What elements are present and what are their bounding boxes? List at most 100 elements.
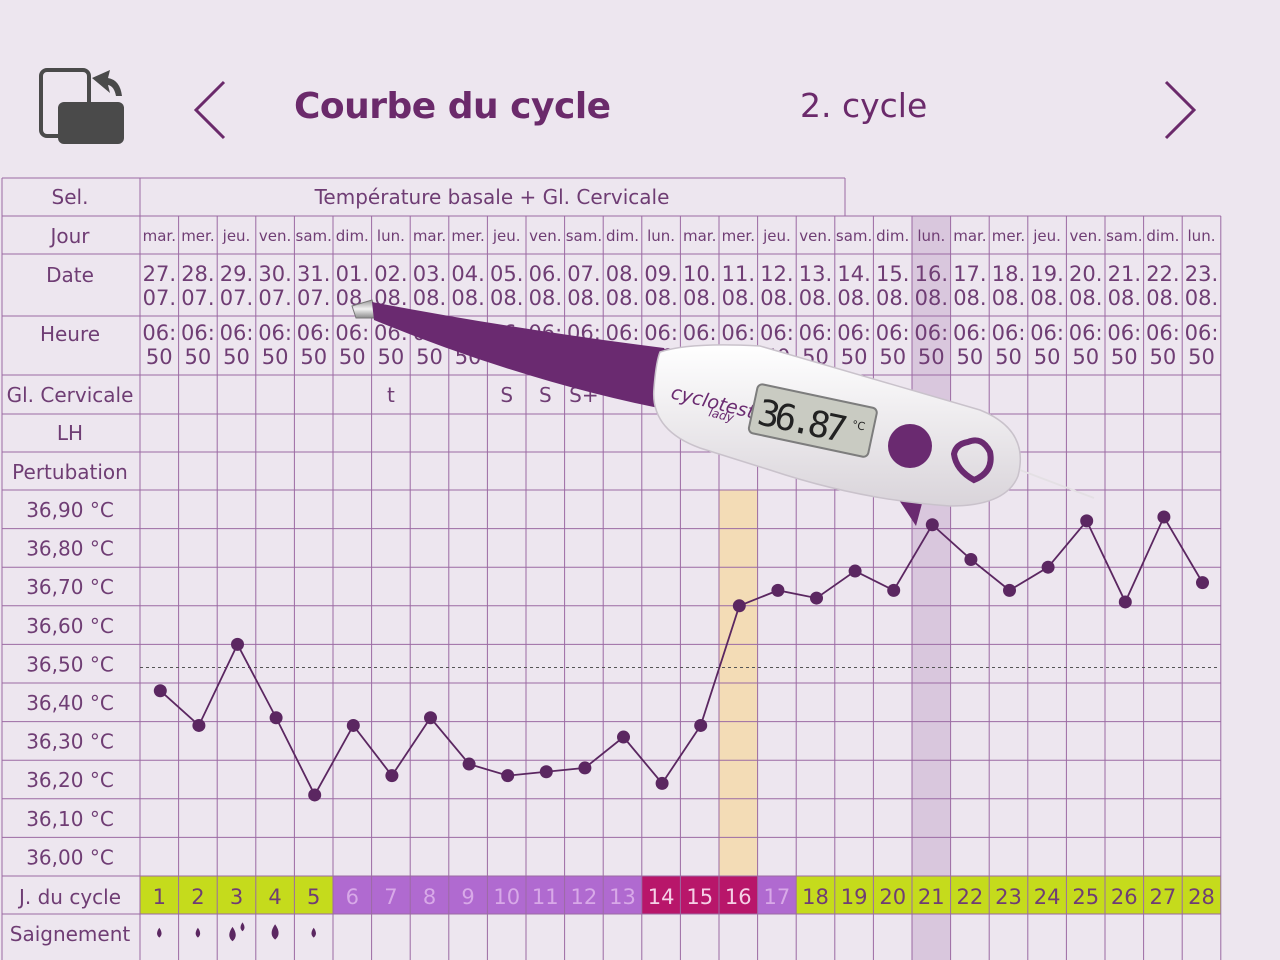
temperature-point[interactable] (887, 583, 901, 597)
cycle-day-number[interactable]: 20 (879, 885, 906, 909)
cycle-day-number[interactable]: 10 (493, 885, 520, 909)
cycle-day-cell[interactable] (1143, 876, 1183, 914)
cycle-day-number[interactable]: 13 (609, 885, 636, 909)
cycle-day-cell[interactable] (873, 876, 912, 914)
cycle-day-cell[interactable] (719, 876, 758, 914)
temperature-point[interactable] (153, 684, 167, 698)
cycle-day-cell[interactable] (526, 876, 565, 914)
temperature-point[interactable] (578, 761, 592, 775)
cycle-day-cell[interactable] (410, 876, 449, 914)
cycle-day-cell[interactable] (834, 876, 874, 914)
cycle-day-cell[interactable] (950, 876, 990, 914)
temperature-point[interactable] (462, 757, 476, 771)
temperature-point[interactable] (424, 711, 437, 725)
cycle-day-cell[interactable] (487, 876, 526, 914)
cycle-day-number[interactable]: 2 (191, 885, 204, 909)
cycle-day-cell[interactable] (1027, 876, 1067, 914)
cycle-day-number[interactable]: 24 (1034, 885, 1061, 909)
selection-value[interactable]: Température basale + Gl. Cervicale (314, 185, 670, 209)
weekday-label: mer. (181, 227, 214, 245)
temperature-point[interactable] (1080, 514, 1094, 528)
weekday-label: ven. (529, 227, 561, 245)
cycle-day-cell[interactable] (140, 876, 179, 914)
cycle-day-cell[interactable] (333, 876, 372, 914)
cycle-day-number[interactable]: 18 (802, 885, 829, 909)
cycle-day-number[interactable]: 17 (764, 885, 791, 909)
cycle-day-cell[interactable] (1066, 876, 1105, 914)
y-tick-label: 36,60 °C (26, 614, 114, 638)
chevron-left-icon[interactable] (190, 80, 230, 140)
cycle-day-number[interactable]: 25 (1072, 885, 1099, 909)
temperature-point[interactable] (848, 564, 862, 578)
temperature-point[interactable] (617, 730, 630, 744)
temperature-point[interactable] (771, 583, 785, 597)
cycle-day-cell[interactable] (603, 876, 642, 914)
cycle-day-cell[interactable] (641, 876, 681, 914)
temperature-point[interactable] (385, 769, 399, 783)
cycle-day-number[interactable]: 9 (461, 885, 474, 909)
cycle-day-cell[interactable] (912, 876, 951, 914)
date-label: 28. (181, 262, 214, 286)
temperature-point[interactable] (231, 637, 244, 651)
temperature-point[interactable] (308, 788, 322, 802)
cycle-day-number[interactable]: 11 (532, 885, 559, 909)
cycle-day-cell[interactable] (989, 876, 1028, 914)
temperature-point[interactable] (269, 711, 283, 725)
cycle-day-number[interactable]: 4 (268, 885, 281, 909)
cycle-day-cell[interactable] (796, 876, 835, 914)
cycle-day-number[interactable]: 8 (423, 885, 436, 909)
temperature-point[interactable] (1003, 583, 1016, 597)
cycle-day-number[interactable]: 28 (1188, 885, 1215, 909)
temperature-point[interactable] (1118, 595, 1132, 609)
temperature-point[interactable] (192, 718, 206, 732)
temperature-point[interactable] (1157, 510, 1171, 524)
date-label: 05. (490, 262, 523, 286)
cycle-day-cell[interactable] (564, 876, 604, 914)
cycle-day-cell[interactable] (371, 876, 411, 914)
temperature-point[interactable] (1041, 560, 1055, 574)
cycle-day-cell[interactable] (255, 876, 295, 914)
temperature-point[interactable] (694, 718, 708, 732)
cycle-day-cell[interactable] (757, 876, 797, 914)
cycle-day-number[interactable]: 3 (230, 885, 243, 909)
cycle-day-cell[interactable] (1105, 876, 1144, 914)
cycle-day-number[interactable]: 16 (725, 885, 752, 909)
temperature-point[interactable] (925, 518, 939, 532)
date-label: 17. (953, 262, 986, 286)
cycle-day-number[interactable]: 26 (1111, 885, 1138, 909)
date-label: 08. (1108, 286, 1141, 310)
temperature-point[interactable] (810, 591, 823, 605)
cycle-day-cell[interactable] (294, 876, 333, 914)
cycle-day-number[interactable]: 27 (1150, 885, 1177, 909)
temperature-point[interactable] (964, 552, 978, 566)
cycle-day-number[interactable]: 22 (957, 885, 984, 909)
temperature-point[interactable] (346, 718, 360, 732)
temperature-point[interactable] (1196, 576, 1209, 590)
cycle-day-number[interactable]: 7 (384, 885, 397, 909)
temperature-point[interactable] (501, 769, 515, 783)
cycle-day-number[interactable]: 6 (346, 885, 359, 909)
cycle-day-cell[interactable] (217, 876, 256, 914)
cycle-day-number[interactable]: 14 (648, 885, 675, 909)
chevron-right-icon[interactable] (1160, 80, 1200, 140)
cycle-day-number[interactable]: 23 (995, 885, 1022, 909)
weekday-label: mar. (683, 227, 716, 245)
cycle-day-cell[interactable] (1182, 876, 1221, 914)
date-label: 27. (143, 262, 176, 286)
calendar-switch-icon[interactable] (36, 66, 128, 148)
cycle-day-cell[interactable] (680, 876, 719, 914)
weekday-label: sam. (836, 227, 872, 245)
cycle-day-cell[interactable] (448, 876, 488, 914)
temperature-point[interactable] (539, 765, 553, 779)
cycle-day-number[interactable]: 1 (153, 885, 166, 909)
temperature-point[interactable] (732, 599, 746, 613)
date-label: 08. (992, 286, 1025, 310)
cycle-day-number[interactable]: 12 (571, 885, 598, 909)
temperature-point[interactable] (655, 776, 669, 790)
cycle-day-number[interactable]: 19 (841, 885, 868, 909)
cycle-day-number[interactable]: 5 (307, 885, 320, 909)
date-label: 03. (413, 262, 446, 286)
cycle-day-number[interactable]: 21 (918, 885, 945, 909)
cycle-day-cell[interactable] (178, 876, 218, 914)
cycle-day-number[interactable]: 15 (686, 885, 713, 909)
